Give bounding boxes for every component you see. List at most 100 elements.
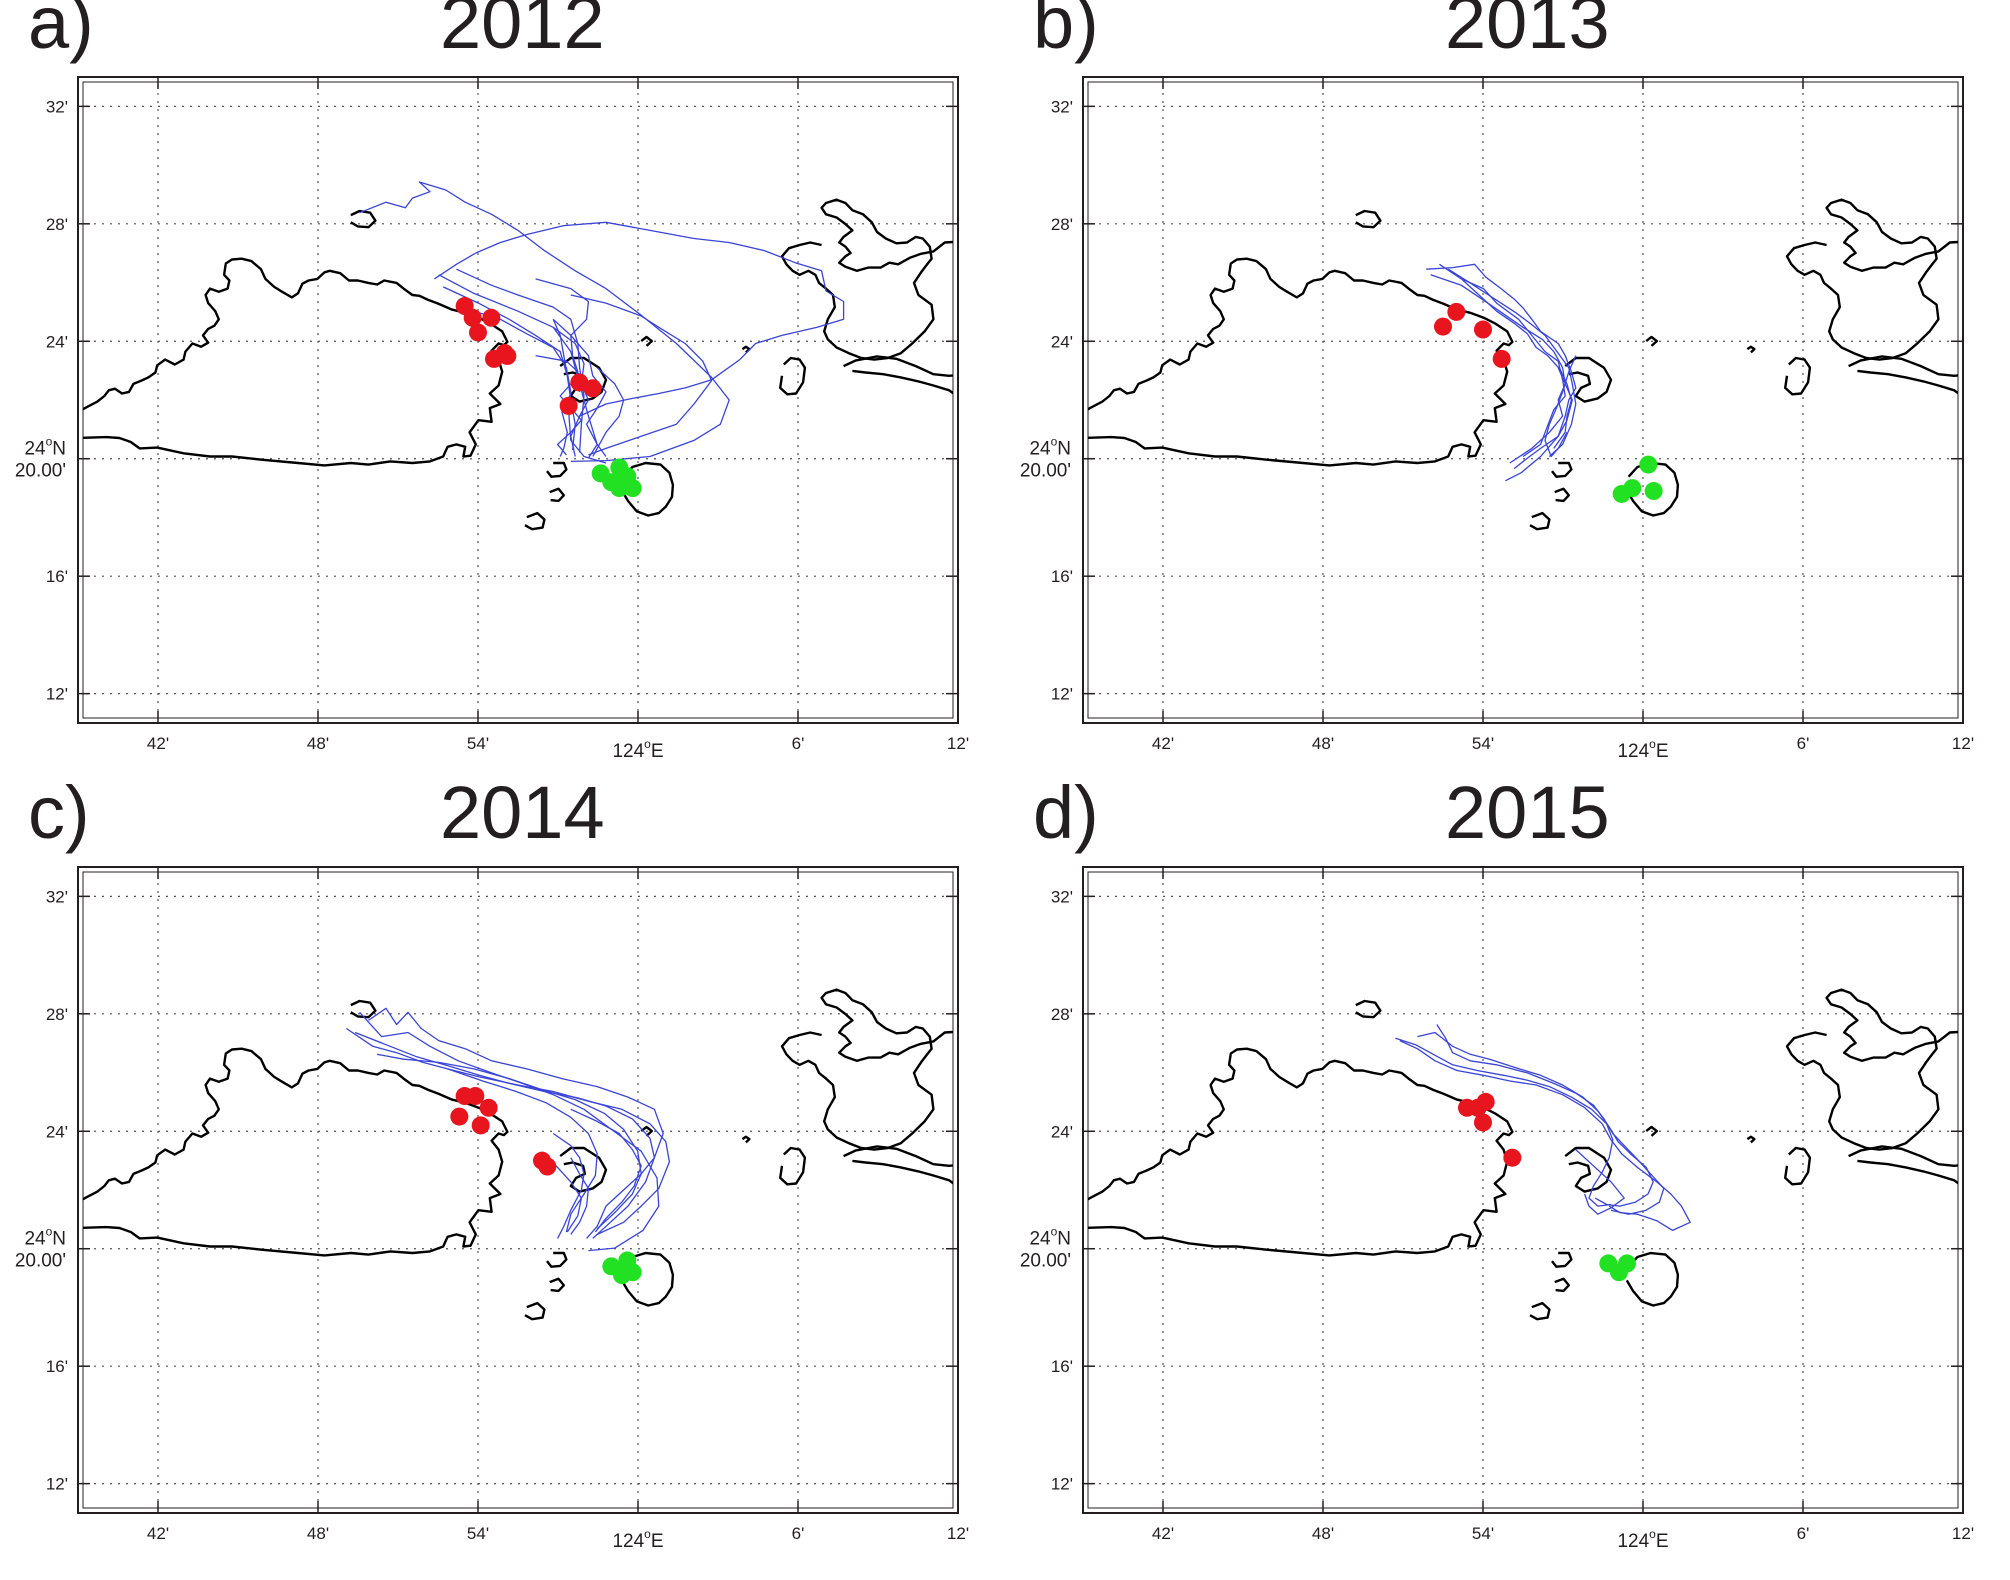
map-content — [1088, 198, 1958, 531]
start-point-marker — [482, 308, 501, 327]
map-frame — [77, 866, 959, 1514]
coastline-rightIsle2 — [1848, 1145, 1958, 1185]
coastline-main — [1088, 1047, 1514, 1257]
lon-tick-label: 54' — [467, 734, 489, 753]
end-point-marker — [1618, 1254, 1636, 1273]
lon-tick-label: 6' — [792, 1524, 805, 1543]
drift-track — [1513, 367, 1573, 470]
coastline-northIsle — [1355, 999, 1382, 1019]
lat-tick-label: 12' — [46, 685, 68, 704]
lon-tick-label: 48' — [1312, 734, 1334, 753]
coastline-southTiny — [1554, 487, 1570, 503]
map-panel-c: c) 2014 32' 28' 24' 16' 12' 24oN 20.00' 42' 48' 5… — [0, 776, 1005, 1580]
lat-tick-label: 32' — [46, 97, 68, 116]
map-panel-b: b) 2013 32' 28' 24' 16' 12' 24oN 20.00' 42' 48' 5… — [1005, 0, 2010, 790]
grid-lines — [1088, 82, 1958, 718]
drift-track — [1460, 278, 1573, 449]
drift-track — [1436, 1024, 1665, 1215]
coastline-rightIsle2 — [843, 1145, 953, 1185]
map-clip — [83, 988, 953, 1321]
start-point-marker — [1503, 1148, 1522, 1167]
drift-track — [377, 1053, 642, 1230]
lat-minute-label: 20.00' — [1020, 461, 1071, 482]
grid-lines — [83, 82, 953, 718]
coastline-dot1 — [1645, 335, 1658, 347]
lon-degree-label: 124oE — [612, 737, 663, 762]
lon-degree-label: 124oE — [1617, 1527, 1668, 1552]
grid-lines — [1088, 872, 1958, 1508]
lon-tick-label: 6' — [1797, 734, 1810, 753]
lat-degree-label: 24oN — [24, 435, 66, 460]
coastline-southBig — [1625, 1251, 1680, 1307]
lon-degree-sup: o — [1649, 737, 1656, 751]
map-frame — [1082, 866, 1964, 1514]
coastline-southSmall — [1529, 511, 1551, 531]
lat-tick-label: 12' — [46, 1475, 68, 1494]
start-point-marker — [1476, 1092, 1495, 1111]
coastline-northIsle — [350, 999, 377, 1019]
drift-track — [1417, 1031, 1654, 1207]
lon-tick-label: 42' — [147, 1524, 169, 1543]
coastline-main — [1088, 257, 1514, 467]
panel-letter: d) — [1033, 771, 1099, 854]
start-point-marker — [463, 308, 482, 327]
panel-title: 2013 — [1445, 0, 1610, 64]
map-content — [83, 181, 953, 531]
start-point-marker — [1434, 317, 1452, 336]
lon-degree-label: 124oE — [612, 1527, 663, 1552]
coastline-main — [83, 257, 509, 467]
drift-track — [1447, 268, 1577, 457]
lat-degree-label: 24oN — [24, 1225, 66, 1250]
start-point-marker — [1474, 1113, 1492, 1132]
lon-tick-label: 42' — [1152, 1524, 1174, 1543]
coastline-southSmall — [524, 511, 546, 531]
drift-track — [552, 318, 607, 459]
lat-tick-label: 24' — [46, 1122, 68, 1141]
coastline-northIsle — [1355, 209, 1382, 229]
panel-letter: c) — [28, 771, 90, 854]
end-point-marker — [623, 479, 642, 498]
lon-degree-suffix: E — [651, 1531, 664, 1552]
map-inner-frame — [82, 871, 954, 1509]
start-point-marker — [1447, 302, 1466, 321]
lat-tick-label: 24' — [1051, 1122, 1073, 1141]
lon-tick-label: 6' — [792, 734, 805, 753]
lon-tick-label: 48' — [1312, 1524, 1334, 1543]
coastline-hook — [1564, 1146, 1613, 1193]
lon-tick-label: 6' — [1797, 1524, 1810, 1543]
lat-tick-label: 16' — [1051, 567, 1073, 586]
coastline-dot2 — [741, 1135, 751, 1144]
drift-track — [1426, 263, 1577, 482]
coastline-smallEast — [1784, 1146, 1812, 1186]
drift-track — [1575, 1149, 1625, 1215]
coastline-dot2 — [1746, 1135, 1756, 1144]
drift-track — [1430, 274, 1566, 464]
coastline-southMid — [1551, 461, 1573, 478]
lat-tick-label: 16' — [1051, 1357, 1073, 1376]
lon-tick-label: 12' — [1952, 1524, 1974, 1543]
coastline-southMid — [1551, 1251, 1573, 1268]
map-panel-a: a) 2012 32' 28' 24' 16' 12' 24oN 20.00' 42' 48' 5… — [0, 0, 1005, 790]
lon-degree-sup: o — [644, 1527, 651, 1541]
lon-tick-label: 48' — [307, 734, 329, 753]
lat-minute-label: 20.00' — [15, 1251, 66, 1272]
drift-track — [535, 278, 590, 392]
end-point-marker — [1639, 455, 1658, 474]
lon-tick-label: 54' — [1472, 1524, 1494, 1543]
drift-track — [552, 1132, 585, 1239]
panel-title: 2015 — [1445, 771, 1610, 854]
drift-track — [1399, 1040, 1691, 1232]
coastline-southTiny — [549, 487, 565, 503]
panel-title: 2012 — [440, 0, 605, 64]
coastline-dot1 — [1645, 1125, 1658, 1137]
drift-track — [359, 1011, 660, 1252]
map-content — [83, 988, 953, 1321]
coastline-rightIsle2 — [1848, 355, 1958, 395]
drift-track — [442, 286, 576, 451]
lat-tick-label: 24' — [1051, 332, 1073, 351]
coastline-hook — [1564, 356, 1613, 403]
